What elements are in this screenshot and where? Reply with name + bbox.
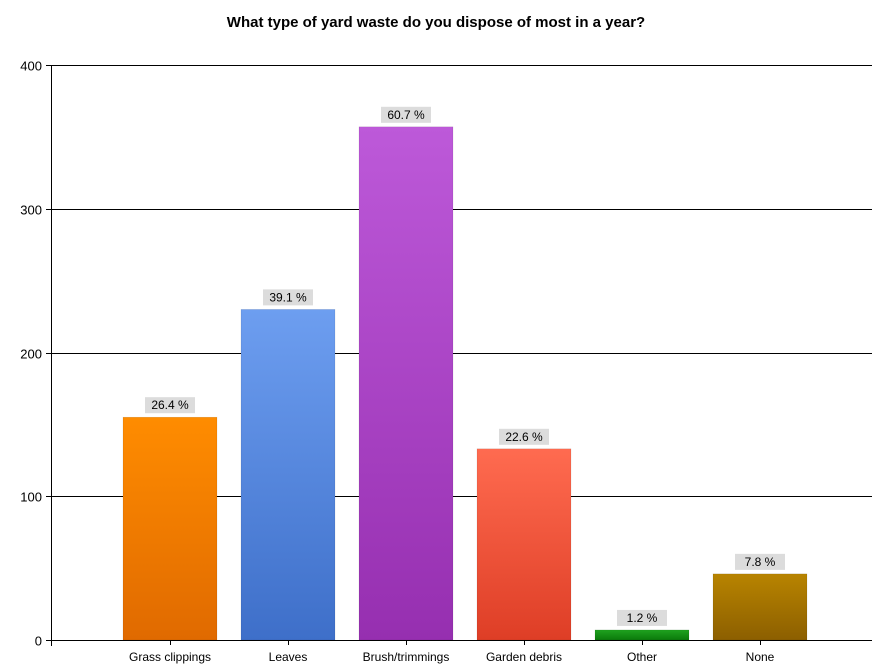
y-axis-ticks: 0 100 200 300 400 — [20, 59, 42, 649]
bars — [122, 126, 808, 641]
bar-5 — [712, 573, 808, 641]
bar-4 — [594, 629, 690, 641]
data-labels: 26.4 % 39.1 % 60.7 % 22.6 % 1.2 % 7.8 % — [145, 106, 785, 626]
y-tick-label: 400 — [20, 59, 42, 74]
x-axis-ticks: Grass clippings Leaves Brush/trimmings Gard… — [129, 640, 775, 664]
bar-1 — [240, 309, 336, 641]
x-tick-label: Garden debris — [486, 650, 562, 664]
x-tick-label: Brush/trimmings — [363, 650, 450, 664]
axes — [51, 65, 872, 646]
data-label: 1.2 % — [627, 611, 658, 625]
y-tick-label: 100 — [20, 490, 42, 505]
y-tick-label: 0 — [35, 634, 42, 649]
data-label-background — [499, 428, 549, 445]
bar-2 — [358, 126, 454, 641]
data-label-background — [381, 106, 431, 123]
x-tick-label: Other — [627, 650, 657, 664]
chart-title: What type of yard waste do you dispose o… — [227, 14, 645, 31]
data-label: 60.7 % — [387, 108, 425, 122]
bar-0 — [122, 416, 218, 641]
data-label: 39.1 % — [269, 290, 307, 304]
data-label: 26.4 % — [151, 398, 189, 412]
data-label-background — [735, 553, 785, 570]
x-tick-label: Grass clippings — [129, 650, 211, 664]
y-tick-label: 200 — [20, 347, 42, 362]
x-tick-label: Leaves — [269, 650, 308, 664]
data-label-background — [263, 289, 313, 306]
data-label: 22.6 % — [505, 430, 543, 444]
x-tick-label: None — [746, 650, 775, 664]
data-label-background — [617, 609, 667, 626]
data-label: 7.8 % — [745, 555, 776, 569]
bar-3 — [476, 448, 572, 641]
data-label-background — [145, 397, 195, 414]
y-tick-label: 300 — [20, 203, 42, 218]
